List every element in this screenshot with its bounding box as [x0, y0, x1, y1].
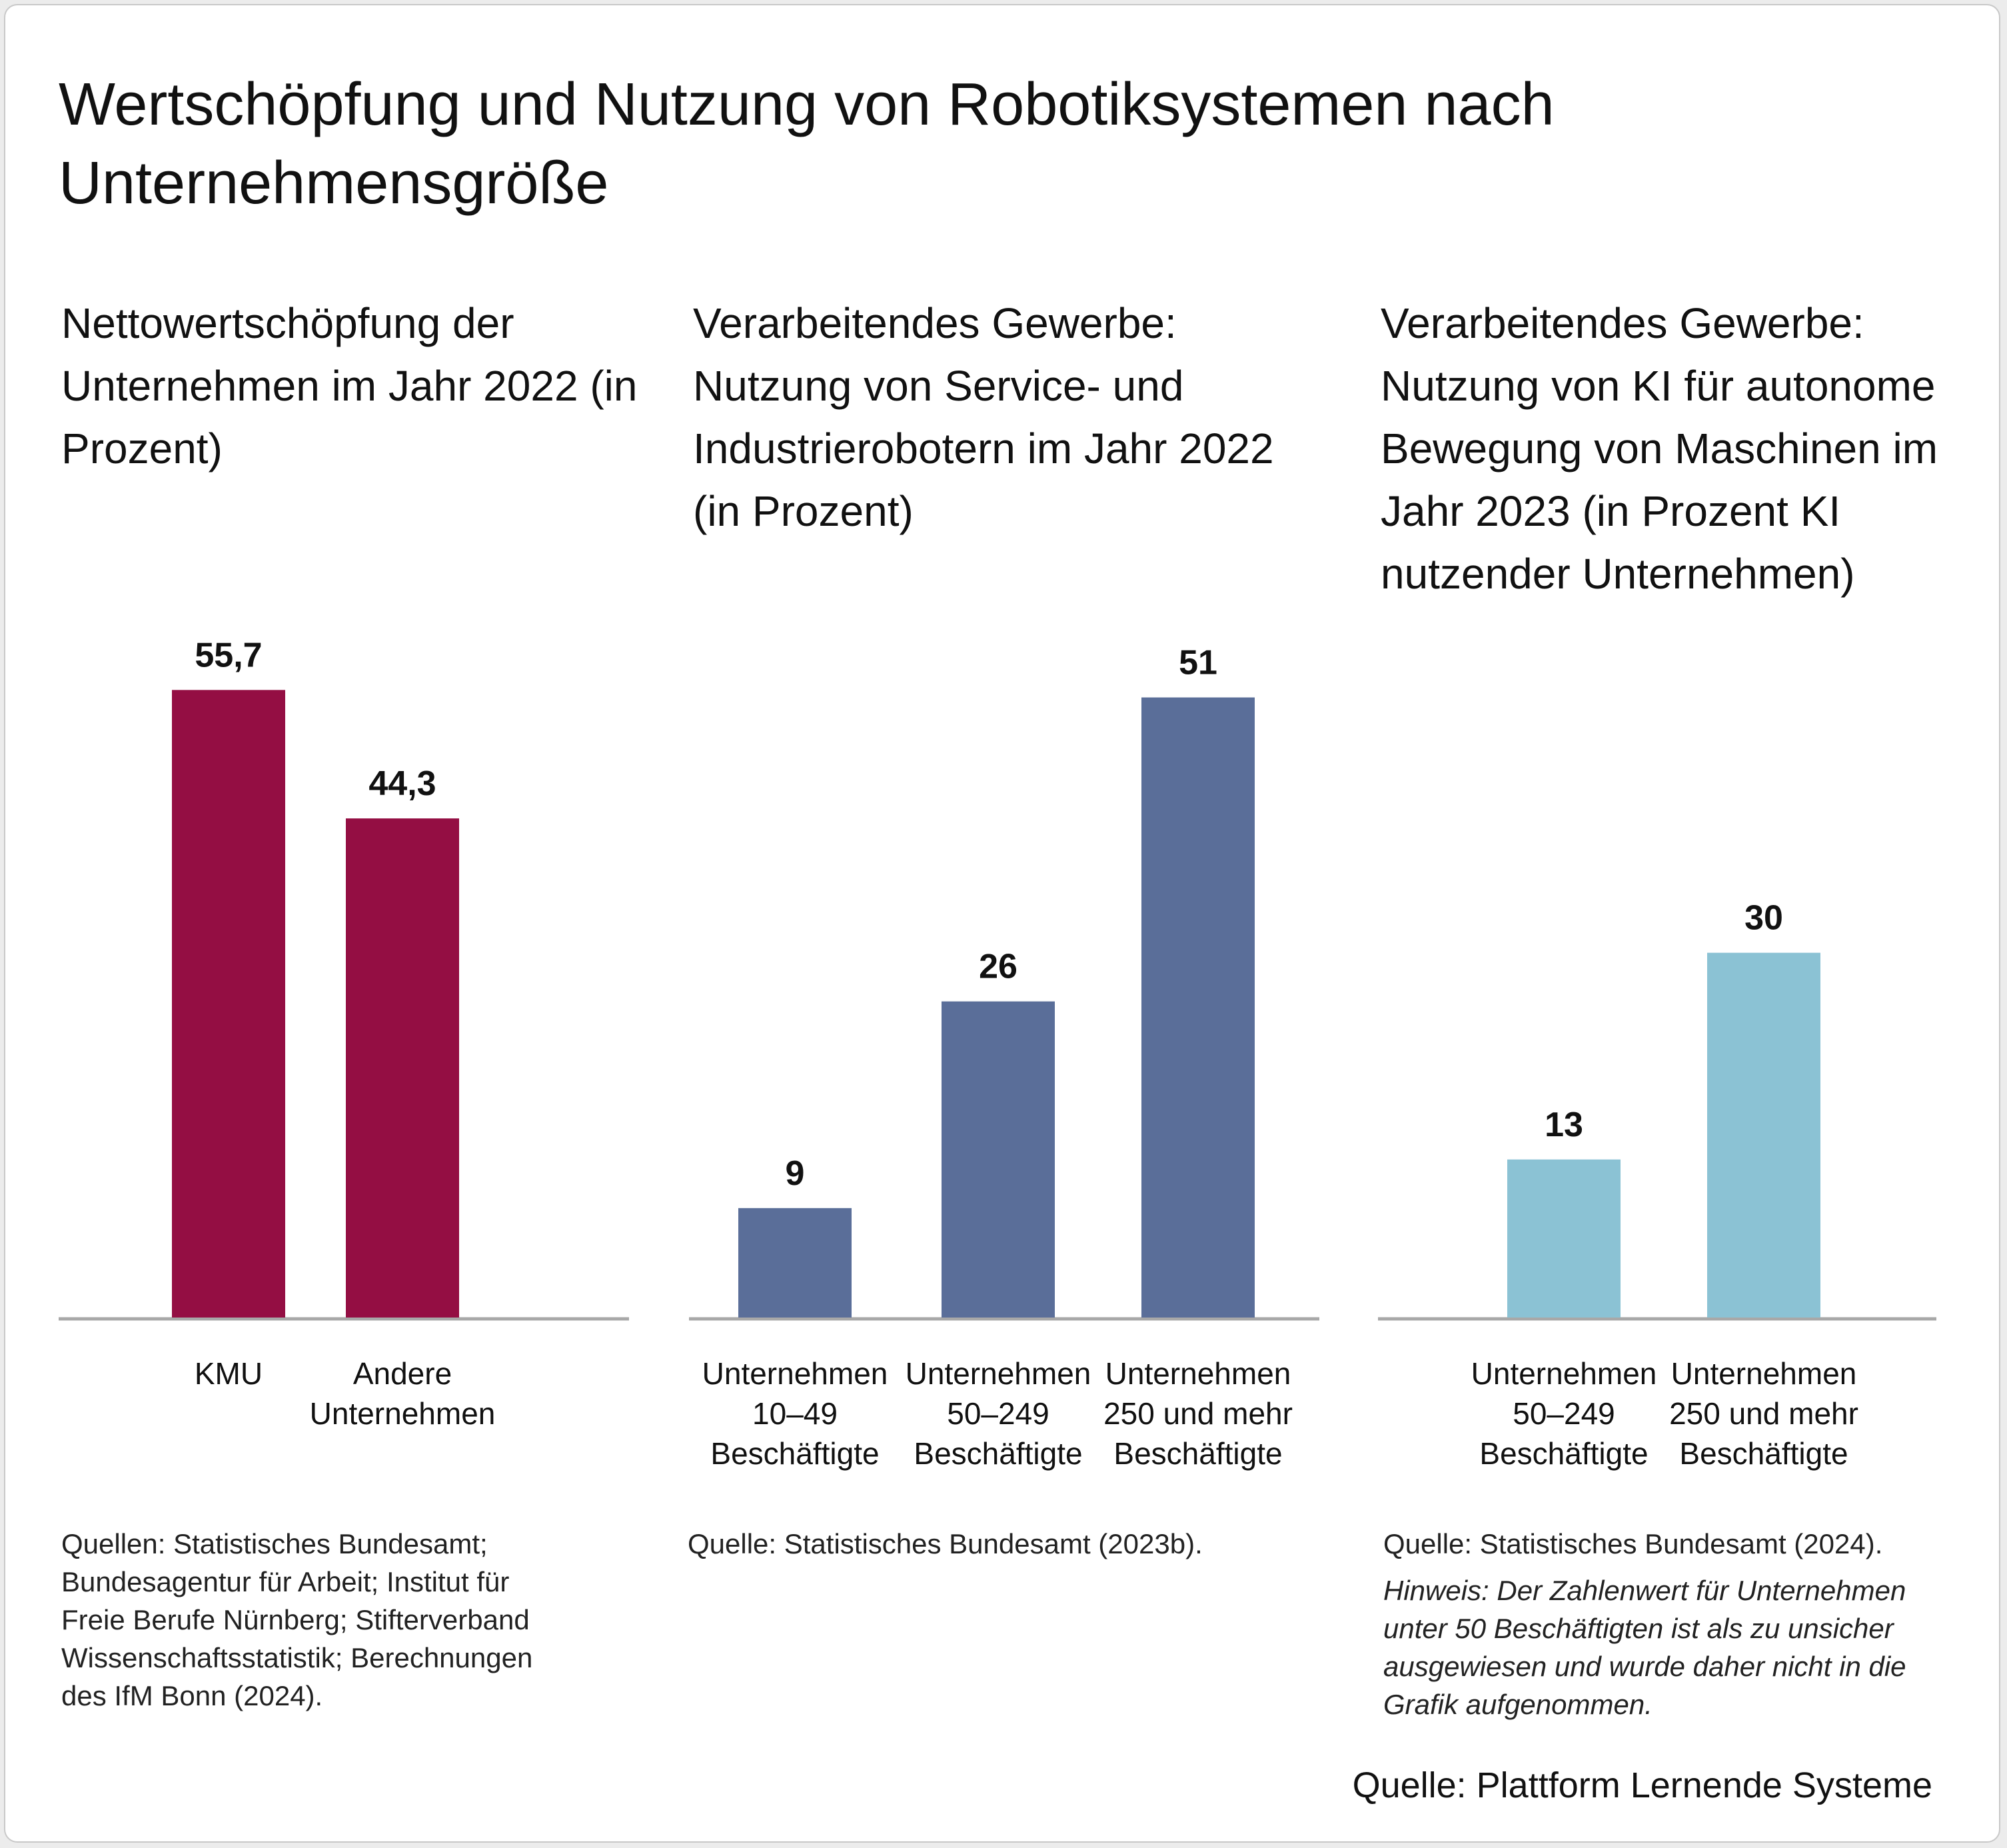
chart-2-category-label-2-line-1: Unternehmen [906, 1356, 1091, 1391]
chart-3-category-label-2-line-1: Unternehmen [1671, 1356, 1857, 1391]
chart-2-category-label-2: Unternehmen 50–249 Beschäftigte [906, 1356, 1091, 1471]
main-title: Wertschöpfung und Nutzung von Robotiksys… [59, 71, 1555, 217]
footer-source: Quelle: Plattform Lernende Systeme [1352, 1765, 1932, 1805]
chart-1-category-label-2-line-2: Unternehmen [310, 1396, 496, 1431]
chart-2-category-label-1-line-3: Beschäftigte [710, 1436, 879, 1471]
chart-3-note: Hinweis: Der Zahlenwert für Unternehmen … [1383, 1575, 1906, 1720]
chart-2-source: Quelle: Statistisches Bundesamt (2023b). [688, 1528, 1203, 1559]
chart-2-bar-1 [738, 1208, 852, 1318]
chart-3-category-label-2-line-2: 250 und mehr [1669, 1396, 1858, 1431]
chart-3-category-label-1-line-2: 50–249 [1513, 1396, 1615, 1431]
chart-1-bar-2 [346, 818, 459, 1318]
chart-1-value-label-1: 55,7 [195, 636, 262, 674]
chart-3-category-label-1: Unternehmen 50–249 Beschäftigte [1471, 1356, 1657, 1471]
chart-1-value-label-2: 44,3 [368, 764, 436, 803]
infographic-card: Wertschöpfung und Nutzung von Robotiksys… [4, 4, 2000, 1843]
chart-1-source: Quellen: Statistisches Bundesamt; Bundes… [61, 1528, 533, 1711]
chart-2-bar-2 [942, 1001, 1055, 1318]
chart-3-title: Verarbeitendes Gewerbe: Nutzung von KI f… [1381, 299, 1938, 598]
chart-2-value-label-1: 9 [786, 1154, 805, 1193]
chart-1-category-label-1: KMU [195, 1356, 263, 1391]
chart-2-category-label-3-line-2: 250 und mehr [1103, 1396, 1293, 1431]
chart-2-category-label-2-line-3: Beschäftigte [914, 1436, 1082, 1471]
chart-2-title: Verarbeitendes Gewerbe: Nutzung von Serv… [693, 299, 1274, 535]
chart-1-title: Nettowertschöpfung der Unternehmen im Ja… [61, 299, 638, 472]
chart-2-value-label-2: 26 [979, 948, 1017, 986]
chart-1-category-label-2: Andere Unternehmen [310, 1356, 496, 1431]
chart-3-source: Quelle: Statistisches Bundesamt (2024). [1383, 1528, 1883, 1559]
chart-1-bar-1 [172, 690, 285, 1318]
chart-3-category-label-1-line-1: Unternehmen [1471, 1356, 1657, 1391]
chart-2-category-label-3: Unternehmen 250 und mehr Beschäftigte [1103, 1356, 1293, 1471]
chart-2-bar-3 [1141, 697, 1255, 1318]
chart-3-category-label-2-line-3: Beschäftigte [1679, 1436, 1848, 1471]
chart-1-category-label-1-line-1: KMU [195, 1356, 263, 1391]
chart-2-category-label-1-line-2: 10–49 [752, 1396, 838, 1431]
chart-2-category-label-2-line-2: 50–249 [947, 1396, 1049, 1431]
chart-3-bar-1 [1507, 1159, 1621, 1318]
chart-2-category-label-3-line-3: Beschäftigte [1113, 1436, 1282, 1471]
chart-3-category-label-2: Unternehmen 250 und mehr Beschäftigte [1669, 1356, 1858, 1471]
chart-3-category-label-1-line-3: Beschäftigte [1479, 1436, 1648, 1471]
chart-2-category-label-1: Unternehmen 10–49 Beschäftigte [702, 1356, 888, 1471]
chart-3-value-label-2: 30 [1744, 899, 1783, 938]
chart-2-category-label-1-line-1: Unternehmen [702, 1356, 888, 1391]
chart-2-value-label-3: 51 [1179, 644, 1217, 682]
chart-3-bar-2 [1707, 952, 1820, 1318]
chart-3-value-label-1: 13 [1545, 1106, 1583, 1144]
chart-1-category-label-2-line-1: Andere [353, 1356, 452, 1391]
chart-2-category-label-3-line-1: Unternehmen [1105, 1356, 1291, 1391]
